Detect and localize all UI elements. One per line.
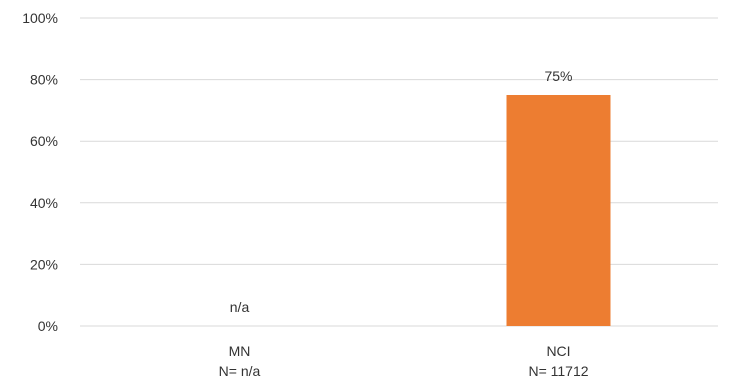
bars: [506, 95, 611, 326]
category-n-label-mn: N= n/a: [219, 363, 261, 379]
y-axis-tick-labels: 0% 20% 40% 60% 80% 100%: [22, 10, 58, 334]
y-tick-label: 80%: [30, 72, 58, 88]
y-tick-label: 0%: [38, 318, 58, 334]
y-tick-label: 20%: [30, 256, 58, 272]
y-tick-label: 40%: [30, 195, 58, 211]
data-labels: n/a 75%: [230, 68, 573, 315]
data-label-mn: n/a: [230, 299, 250, 315]
category-label-mn: MN: [229, 343, 251, 359]
y-tick-label: 60%: [30, 133, 58, 149]
bar-nci: [506, 95, 611, 326]
grid-lines: [80, 17, 718, 327]
category-n-label-nci: N= 11712: [528, 363, 588, 379]
y-tick-label: 100%: [22, 10, 58, 26]
x-axis-category-labels: MN N= n/a NCI N= 11712: [219, 343, 589, 379]
category-label-nci: NCI: [546, 343, 570, 359]
data-label-nci: 75%: [544, 68, 572, 84]
